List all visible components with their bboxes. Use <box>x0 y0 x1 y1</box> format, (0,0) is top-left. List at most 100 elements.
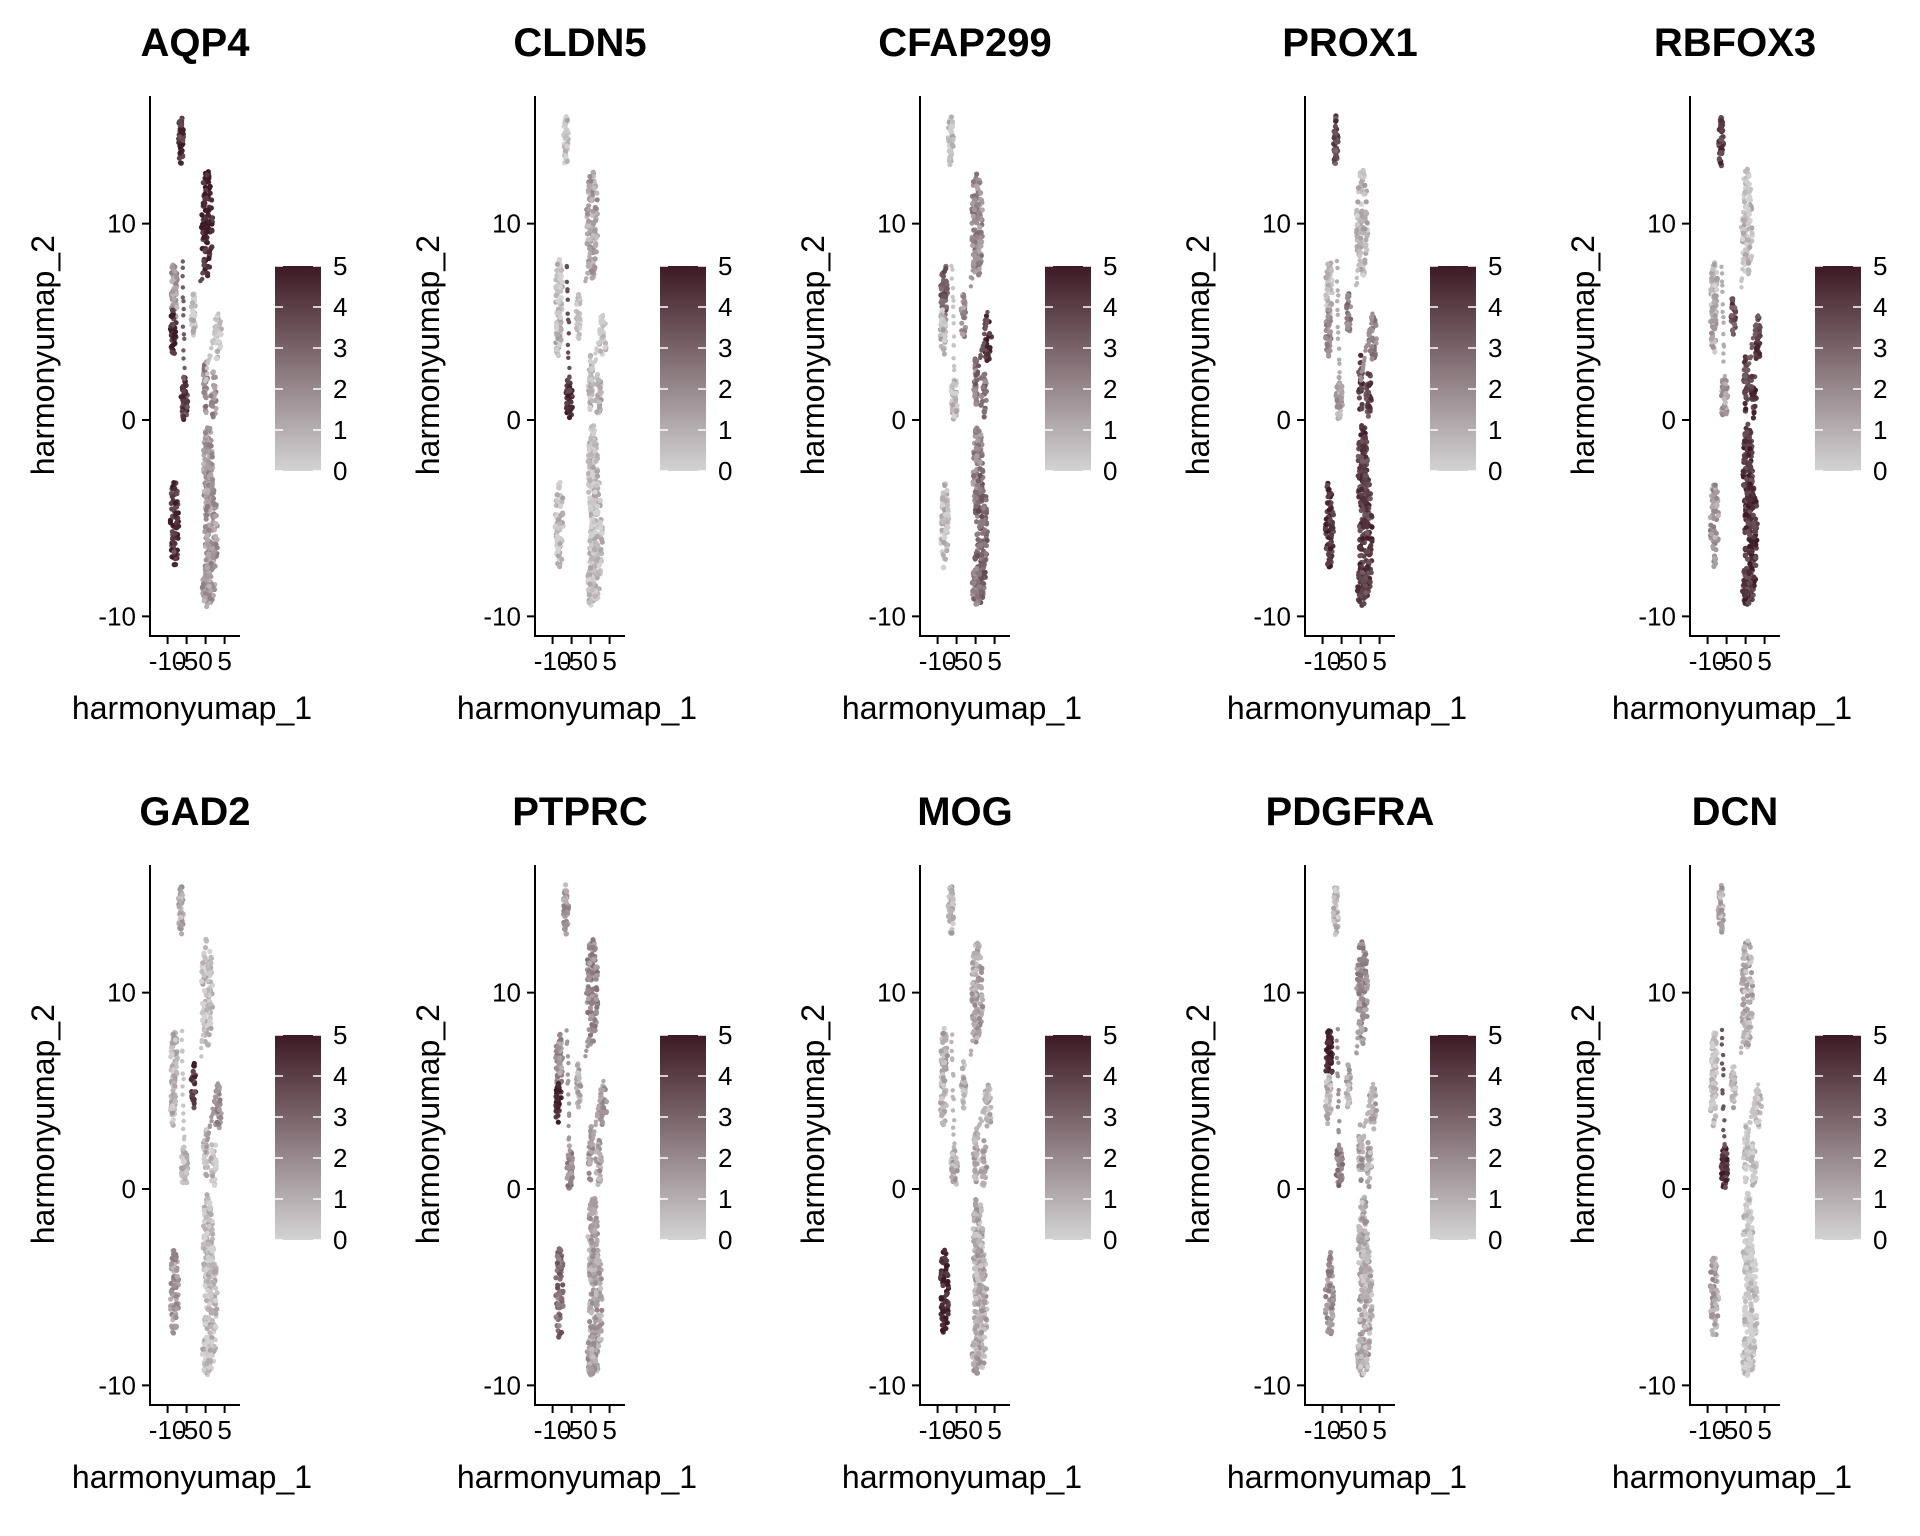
cell-point <box>1732 305 1738 311</box>
cell-point <box>975 215 981 221</box>
cell-point <box>596 340 601 346</box>
cell-point <box>1333 118 1339 124</box>
cell-point <box>938 286 945 292</box>
cell-point <box>584 241 590 247</box>
legend-label: 3 <box>1488 333 1502 363</box>
cell-point <box>976 363 982 368</box>
cell-point <box>169 536 176 542</box>
cell-point <box>565 289 570 294</box>
cell-point <box>585 223 591 229</box>
cell-point <box>1326 486 1332 492</box>
cell-point <box>213 521 219 527</box>
cell-point <box>947 161 953 168</box>
cell-point <box>1747 460 1753 466</box>
cell-point <box>975 531 981 537</box>
cell-point <box>978 229 984 235</box>
cell-point <box>588 178 594 184</box>
cell-point <box>180 265 185 270</box>
cell-point <box>181 388 187 394</box>
legend-label: 5 <box>1103 251 1117 281</box>
cell-point <box>574 301 580 307</box>
cell-point <box>1712 349 1718 355</box>
cell-point <box>598 547 604 553</box>
cell-point <box>556 309 562 315</box>
cell-point <box>1369 538 1375 544</box>
cell-point <box>588 452 594 458</box>
cell-point <box>182 365 187 371</box>
cell-point <box>1367 408 1373 414</box>
cell-point <box>979 452 985 459</box>
cell-point <box>951 298 956 303</box>
cell-point <box>591 185 598 191</box>
cell-point <box>1368 513 1374 519</box>
cell-point <box>1752 327 1758 333</box>
cell-point <box>177 134 183 140</box>
legend-label: 2 <box>333 374 347 404</box>
cell-point <box>216 338 222 345</box>
cell-point <box>211 501 217 508</box>
cell-point <box>556 485 562 491</box>
cell-point <box>1746 571 1752 577</box>
cell-point <box>558 327 564 333</box>
cell-point <box>557 271 564 277</box>
cell-point <box>1751 520 1757 526</box>
cell-point <box>553 323 560 329</box>
cell-point <box>1355 199 1361 205</box>
cell-point <box>1745 197 1751 203</box>
legend-label: 1 <box>1103 415 1117 445</box>
cell-point <box>1744 429 1750 435</box>
cell-point <box>587 581 593 587</box>
cell-point <box>962 300 968 306</box>
cell-point <box>1752 403 1758 409</box>
cell-point <box>174 1306 180 1312</box>
cell-point <box>180 324 186 329</box>
legend-label: 5 <box>718 251 732 281</box>
cell-point <box>1324 342 1330 348</box>
cell-point <box>206 542 212 549</box>
cell-point <box>1720 289 1725 294</box>
cell-point <box>1712 318 1718 324</box>
cell-point <box>601 319 606 324</box>
cell-point <box>1750 486 1756 492</box>
cell-point <box>1354 281 1360 286</box>
points-layer <box>552 114 609 608</box>
cell-point <box>1712 482 1718 488</box>
cell-point <box>177 886 183 893</box>
cell-point <box>553 284 559 290</box>
y-axis-title: harmonyumap_2 <box>1565 235 1601 475</box>
cell-point <box>565 350 571 355</box>
cell-point <box>212 374 218 380</box>
cell-point <box>974 183 980 189</box>
legend-label: 4 <box>333 292 347 322</box>
cell-point <box>1718 160 1724 166</box>
cell-point <box>1357 253 1363 259</box>
cell-point <box>1755 335 1761 341</box>
cell-point <box>1365 413 1371 419</box>
cell-point <box>952 367 957 373</box>
cell-point <box>1744 556 1751 562</box>
cell-point <box>204 537 211 543</box>
cell-point <box>1344 305 1350 311</box>
legend-label: 5 <box>1873 251 1887 281</box>
cell-point <box>981 414 987 420</box>
cell-point <box>181 313 186 318</box>
cell-point <box>172 333 178 339</box>
cell-point <box>1357 173 1363 179</box>
cell-point <box>1366 339 1372 345</box>
y-tick-label: -10 <box>483 601 521 631</box>
cell-point <box>1362 260 1368 266</box>
cell-point <box>1360 536 1366 542</box>
cell-point <box>597 390 603 396</box>
cell-point <box>171 562 177 568</box>
cell-point <box>181 398 187 404</box>
cell-point <box>209 483 215 489</box>
cell-point <box>1753 332 1758 337</box>
cell-point <box>594 473 601 479</box>
cell-point <box>214 318 220 323</box>
cell-point <box>1747 244 1753 250</box>
cell-point <box>555 352 562 359</box>
cell-point <box>586 271 591 276</box>
cell-point <box>1740 482 1747 488</box>
cell-point <box>212 533 219 540</box>
